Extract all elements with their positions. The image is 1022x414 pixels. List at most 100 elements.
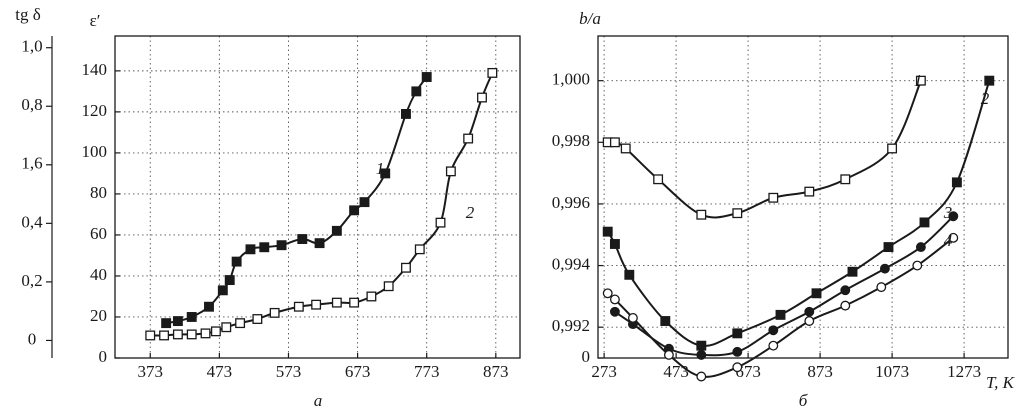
marker	[804, 186, 815, 197]
marker	[620, 143, 631, 154]
marker	[732, 346, 743, 357]
x-tick-label: 373	[137, 362, 163, 381]
y-tick-label: 0	[582, 347, 591, 366]
y-tick-label: 0	[99, 347, 108, 366]
marker	[609, 294, 620, 305]
marker	[487, 67, 498, 78]
marker	[224, 275, 235, 286]
marker	[696, 340, 707, 351]
marker	[948, 232, 959, 243]
marker	[602, 288, 613, 299]
marker	[161, 318, 172, 329]
marker	[768, 325, 779, 336]
x-tick-label: 873	[483, 362, 509, 381]
marker	[204, 301, 214, 312]
marker	[445, 166, 456, 177]
marker	[331, 297, 342, 308]
marker	[186, 312, 197, 322]
marker	[421, 72, 432, 82]
marker	[919, 217, 930, 228]
x-tick-label: 773	[414, 362, 440, 381]
marker	[311, 299, 322, 310]
marker	[609, 239, 620, 249]
marker	[624, 269, 635, 280]
marker	[984, 75, 995, 86]
x-tick-label: 1273	[947, 362, 981, 381]
marker	[627, 312, 638, 323]
marker	[602, 226, 613, 237]
marker	[915, 75, 926, 86]
marker	[276, 240, 287, 251]
x-tick-label: 473	[207, 362, 233, 381]
marker	[414, 244, 425, 255]
series-label: 3	[943, 203, 953, 222]
series-label: 1	[914, 71, 923, 90]
series-label: 2	[981, 89, 990, 108]
y-tick-label: 0,994	[552, 254, 591, 273]
series-line	[607, 80, 922, 219]
y-tick-label: 120	[82, 101, 108, 120]
y-axis-label: ε′	[90, 11, 101, 30]
marker	[879, 263, 890, 274]
y2-tick-label: 0	[28, 329, 37, 348]
marker	[732, 362, 743, 373]
marker	[172, 329, 183, 340]
y-tick-label: 0,996	[552, 193, 590, 212]
marker	[804, 316, 815, 326]
y-tick-label: 100	[82, 142, 108, 161]
marker	[840, 285, 851, 296]
y2-tick-label: 1,0	[21, 37, 42, 56]
marker	[145, 330, 156, 341]
series-line	[606, 80, 991, 347]
marker	[696, 209, 707, 220]
marker	[847, 266, 858, 277]
marker	[401, 262, 411, 273]
marker	[380, 168, 391, 179]
panel-label: б	[799, 391, 808, 410]
x-tick-label: 573	[276, 362, 302, 381]
marker	[732, 208, 743, 219]
marker	[159, 330, 170, 341]
y-axis-label: b/a	[579, 9, 601, 28]
y-tick-label: 40	[90, 265, 107, 284]
marker	[804, 306, 815, 317]
marker	[768, 192, 779, 203]
series-label: 2	[466, 203, 475, 222]
y-tick-label: 140	[82, 60, 108, 79]
series-label: 1	[376, 159, 385, 178]
y-tick-label: 0,998	[552, 131, 590, 150]
x-tick-label: 273	[591, 362, 617, 381]
marker	[840, 300, 851, 311]
marker	[912, 260, 923, 271]
marker	[876, 282, 887, 293]
marker	[331, 225, 342, 236]
marker	[349, 205, 360, 216]
marker	[221, 322, 232, 333]
marker	[915, 242, 926, 253]
marker	[653, 174, 664, 185]
y2-tick-label: 0,4	[21, 212, 43, 231]
marker	[210, 326, 221, 337]
plot-frame	[597, 35, 1009, 359]
y2-axis-label: tg δ	[15, 5, 40, 24]
marker	[696, 371, 707, 382]
y-tick-label: 60	[90, 224, 107, 243]
marker	[366, 291, 377, 302]
marker	[383, 281, 394, 292]
marker	[435, 217, 446, 228]
panel-label: a	[314, 391, 323, 410]
y2-tick-label: 0,2	[21, 271, 42, 290]
marker	[235, 318, 246, 329]
x-axis-label: T, K	[986, 373, 1016, 392]
marker	[252, 314, 263, 324]
marker	[768, 340, 779, 351]
y2-tick-label: 0,8	[21, 95, 42, 114]
marker	[259, 242, 270, 253]
y-tick-label: 20	[90, 306, 107, 325]
marker	[732, 328, 743, 339]
x-tick-label: 673	[345, 362, 371, 381]
marker	[883, 242, 894, 253]
marker	[696, 349, 707, 360]
marker	[477, 92, 487, 103]
